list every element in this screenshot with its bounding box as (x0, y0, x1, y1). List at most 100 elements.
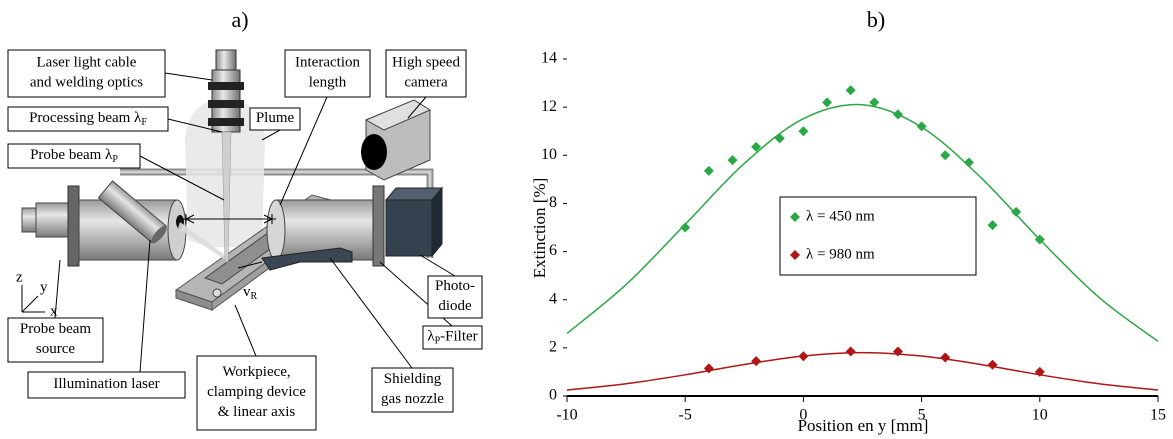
label-text: diode (438, 298, 472, 314)
data-point (703, 363, 714, 374)
data-point (680, 222, 691, 233)
label-line: Probe beam (20, 321, 92, 337)
label-box (7, 143, 141, 169)
y-tick-label: 8 (549, 194, 557, 211)
camera-top (364, 99, 432, 131)
photodiode (385, 199, 433, 257)
y-tick-label: 2 (549, 339, 557, 356)
filter (372, 185, 385, 267)
label-line: Plume (256, 110, 295, 126)
data-point (963, 157, 974, 168)
data-point (1034, 234, 1045, 245)
cable (215, 49, 237, 71)
x-tick-label: -10 (556, 407, 577, 424)
fit-curve (566, 351, 1159, 391)
label-line: Laser light cable (37, 55, 137, 71)
label-text: and welding optics (30, 75, 143, 91)
label-text: λP-Filter (427, 329, 477, 347)
label-box (422, 325, 483, 350)
x-tick-label: 15 (1150, 407, 1166, 424)
label-text: & linear axis (218, 404, 296, 420)
data-point (798, 351, 809, 362)
flange (67, 185, 80, 267)
y-tick-label: 10 (541, 146, 557, 163)
label-box (196, 355, 317, 431)
x-tick-label: 10 (1032, 407, 1048, 424)
label-text: gas nozzle (381, 391, 444, 407)
panel-title: b) (867, 7, 885, 32)
fit-curve (566, 103, 1159, 342)
optics-ring (208, 100, 244, 108)
feed-arrow (237, 261, 263, 269)
legend-marker (790, 212, 800, 222)
label-line: Shielding (384, 371, 442, 387)
label-tail: -Filter (440, 329, 478, 345)
data-point (869, 97, 880, 108)
y-tick-label: 6 (549, 242, 557, 259)
data-point (1034, 366, 1045, 377)
label-line: High speed (392, 55, 460, 71)
label-line: Processing beam λ (29, 110, 142, 126)
label-box (7, 49, 166, 98)
label-text: Workpiece, (222, 364, 290, 380)
x-tick-label: -5 (679, 407, 692, 424)
photodiode-side (431, 186, 443, 258)
data-point (987, 220, 998, 231)
data-point (751, 141, 762, 152)
apparatus (21, 49, 456, 373)
data-point (774, 133, 785, 144)
data-point (703, 165, 714, 176)
label-line: source (36, 341, 75, 357)
data-point (751, 356, 762, 367)
label-line: and welding optics (30, 75, 143, 91)
legend-label: λ = 450 nm (806, 208, 875, 224)
label-box (27, 371, 186, 399)
axis-letter: y (40, 279, 48, 295)
label-box (7, 317, 104, 363)
data-point (727, 155, 738, 166)
length-arrow (185, 214, 273, 224)
label-text: clamping device (207, 384, 306, 400)
label-box (249, 107, 301, 131)
data-point (845, 346, 856, 357)
optics-ring (208, 82, 244, 90)
label-sub: P (112, 154, 118, 165)
label-line: Interaction (295, 55, 360, 71)
label-sub: P (435, 336, 441, 347)
y-tick-label: 0 (549, 387, 557, 404)
cylinder-end (266, 199, 286, 261)
label-text: Probe beam (20, 321, 92, 337)
source-body (35, 202, 71, 238)
label-box (284, 49, 371, 98)
x-tick-label: 5 (918, 407, 926, 424)
data-point (892, 346, 903, 357)
label-line: diode (438, 298, 472, 314)
label-line: Workpiece, (222, 364, 290, 380)
label-line: camera (404, 75, 448, 91)
label-text: Illumination laser (53, 376, 159, 392)
label-text: High speed (392, 55, 460, 71)
data-point (940, 150, 951, 161)
label-text: Shielding (384, 371, 442, 387)
screw (212, 288, 222, 298)
y-tick-label: 12 (541, 98, 557, 115)
velocity-text: v (243, 284, 251, 300)
label-box (371, 367, 454, 413)
y-axis-label: Extinction [%] (530, 178, 549, 279)
y-tick-label: 14 (541, 50, 557, 67)
label-text: Laser light cable (37, 55, 137, 71)
data-point (940, 352, 951, 363)
label-text: Photo- (435, 278, 475, 294)
label-line: Photo- (435, 278, 475, 294)
data-point (798, 126, 809, 137)
legend-label: λ = 980 nm (806, 246, 875, 262)
data-point (845, 85, 856, 96)
legend-marker (790, 250, 800, 260)
label-text: camera (404, 75, 448, 91)
label-text: Interaction (295, 55, 360, 71)
label-line: gas nozzle (381, 391, 444, 407)
x-tick-label: 0 (799, 407, 807, 424)
label-text: source (36, 341, 75, 357)
axis-letter: z (16, 269, 23, 285)
